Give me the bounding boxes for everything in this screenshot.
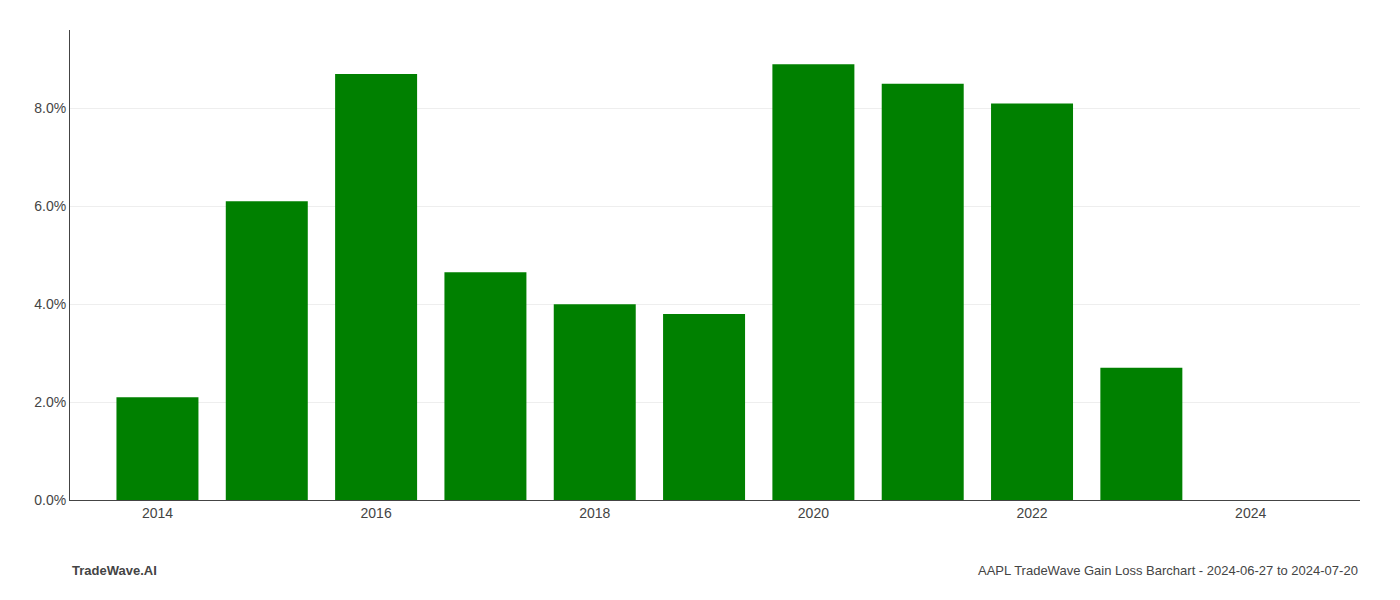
svg-text:2024: 2024 <box>1235 505 1266 521</box>
svg-text:2022: 2022 <box>1016 505 1047 521</box>
svg-text:TradeWave.AI: TradeWave.AI <box>72 563 157 578</box>
svg-text:6.0%: 6.0% <box>34 198 66 214</box>
svg-text:2016: 2016 <box>361 505 392 521</box>
svg-text:AAPL TradeWave Gain Loss Barch: AAPL TradeWave Gain Loss Barchart - 2024… <box>978 563 1358 578</box>
svg-text:2014: 2014 <box>142 505 173 521</box>
svg-text:2018: 2018 <box>579 505 610 521</box>
svg-text:0.0%: 0.0% <box>34 492 66 508</box>
svg-text:2020: 2020 <box>798 505 829 521</box>
svg-text:4.0%: 4.0% <box>34 296 66 312</box>
svg-text:2.0%: 2.0% <box>34 394 66 410</box>
svg-text:8.0%: 8.0% <box>34 100 66 116</box>
